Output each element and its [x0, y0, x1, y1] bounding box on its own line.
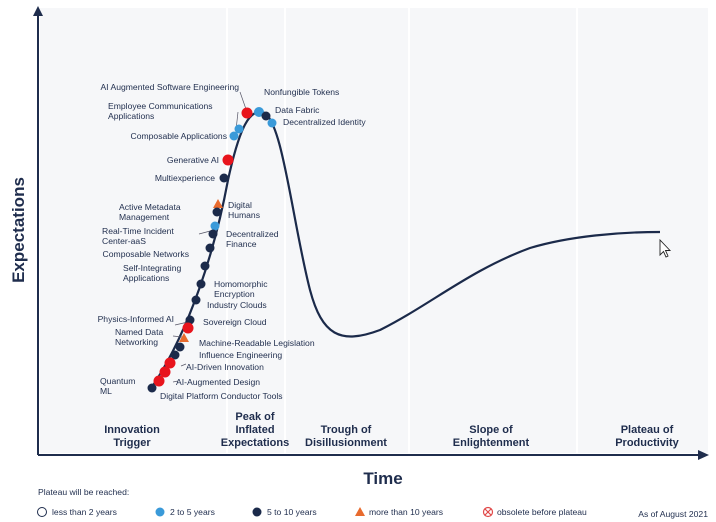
tech-label: Composable Networks: [103, 249, 189, 259]
marker-ai-driven-innovation[interactable]: [164, 357, 176, 369]
phase-title-slope: Slope of Enlightenment: [453, 424, 530, 449]
x-axis-label: Time: [363, 469, 402, 488]
phase-title-innovation-trigger: Innovation Trigger: [104, 424, 160, 449]
marker-ai-augmented-software-engineering[interactable]: [241, 107, 253, 119]
marker-data-fabric[interactable]: [261, 111, 271, 121]
marker-homomorphic-encryption[interactable]: [196, 279, 206, 289]
as-of-date: As of August 2021: [638, 509, 708, 519]
phase-panel-slope: [410, 8, 576, 453]
phase-title-trough: Trough of Disillusionment: [305, 424, 387, 449]
marker-employee-communications-applications[interactable]: [234, 124, 244, 134]
technology-markers: [147, 107, 277, 393]
light-blue-dot-icon: [155, 507, 165, 517]
marker-physics-informed-ai[interactable]: [185, 315, 195, 325]
tech-label: AI-Augmented Design: [176, 377, 260, 387]
phase-panel-plateau: [578, 8, 708, 453]
tech-label: Machine-Readable Legislation: [199, 338, 315, 348]
tech-label: AI-Driven Innovation: [186, 362, 264, 372]
axes: Expectations Time: [9, 6, 709, 488]
phase-titles: Innovation Trigger Peak of Inflated Expecta…: [104, 411, 679, 449]
marker-machine-readable-legislation[interactable]: [175, 342, 185, 352]
marker-sovereign-cloud[interactable]: [182, 322, 194, 334]
tech-label: Generative AI: [167, 155, 219, 165]
orange-triangle-icon: [355, 507, 365, 516]
marker-named-data-networking[interactable]: [179, 333, 189, 342]
legend: Plateau will be reached: less than 2 yea…: [37, 487, 708, 519]
marker-generative-ai[interactable]: [222, 154, 234, 166]
tech-label: Decentralized Finance: [226, 229, 279, 249]
phase-panel-innovation-trigger: [40, 8, 226, 453]
phase-panels: [40, 8, 708, 453]
tech-label: Named Data Networking: [115, 327, 163, 347]
marker-ai-augmented-design[interactable]: [153, 375, 165, 387]
marker-industry-clouds[interactable]: [191, 295, 201, 305]
tech-label: Homomorphic Encryption: [214, 279, 268, 299]
y-axis-arrow-icon: [33, 6, 43, 16]
tech-label: Real-Time Incident Center-aaS: [102, 226, 174, 246]
legend-title: Plateau will be reached:: [38, 487, 129, 497]
marker-influence-engineering[interactable]: [170, 350, 180, 360]
marker-digital-humans[interactable]: [213, 199, 223, 208]
marker-active-metadata-management[interactable]: [212, 207, 222, 217]
dark-blue-dot-icon: [252, 507, 262, 517]
tech-label: Multiexperience: [155, 173, 215, 183]
phase-panel-peak: [228, 8, 284, 453]
technology-labels: AI Augmented Software Engineering Nonfun…: [98, 82, 367, 401]
marker-nonfungible-tokens[interactable]: [254, 107, 264, 117]
phase-panel-trough: [286, 8, 408, 453]
tech-label: Influence Engineering: [199, 350, 282, 360]
mouse-cursor-icon: [659, 238, 672, 258]
tech-label: Quantum ML: [100, 376, 135, 396]
marker-composable-networks[interactable]: [205, 243, 215, 253]
marker-multiexperience[interactable]: [219, 173, 229, 183]
legend-item-label: obsolete before plateau: [497, 507, 587, 517]
hollow-circle-icon: [37, 507, 47, 517]
legend-item-label: 2 to 5 years: [170, 507, 215, 517]
tech-label: Self-Integrating Applications: [123, 263, 182, 283]
legend-item-label: less than 2 years: [52, 507, 117, 517]
phase-title-plateau: Plateau of Productivity: [615, 424, 679, 449]
marker-self-integrating-applications[interactable]: [200, 261, 210, 271]
marker-quantum-ml[interactable]: [159, 366, 171, 378]
tech-label: AI Augmented Software Engineering: [100, 82, 239, 92]
tech-label: Sovereign Cloud: [203, 317, 267, 327]
y-axis-label: Expectations: [9, 177, 28, 283]
tech-label: Decentralized Identity: [283, 117, 366, 127]
tech-label: Physics-Informed AI: [98, 314, 174, 324]
tech-label: Nonfungible Tokens: [264, 87, 339, 97]
hype-cycle-curve: [151, 110, 661, 388]
marker-decentralized-finance[interactable]: [208, 229, 218, 239]
tech-label: Employee Communications Applications: [108, 101, 213, 121]
legend-item-label: more than 10 years: [369, 507, 443, 517]
tech-label: Digital Platform Conductor Tools: [160, 391, 283, 401]
marker-digital-platform-conductor-tools[interactable]: [147, 383, 157, 393]
marker-decentralized-identity[interactable]: [267, 118, 277, 128]
marker-composable-applications[interactable]: [229, 131, 239, 141]
x-axis-arrow-icon: [698, 450, 709, 460]
tech-label: Composable Applications: [131, 131, 228, 141]
crossed-circle-icon: [482, 506, 494, 518]
tech-label: Active Metadata Management: [119, 202, 181, 222]
tech-label: Data Fabric: [275, 105, 320, 115]
phase-title-peak: Peak of Inflated Expectations: [221, 411, 289, 449]
legend-item-label: 5 to 10 years: [267, 507, 317, 517]
tech-label: Digital Humans: [228, 200, 260, 220]
marker-real-time-incident-center[interactable]: [210, 221, 220, 231]
tech-label: Industry Clouds: [207, 300, 267, 310]
